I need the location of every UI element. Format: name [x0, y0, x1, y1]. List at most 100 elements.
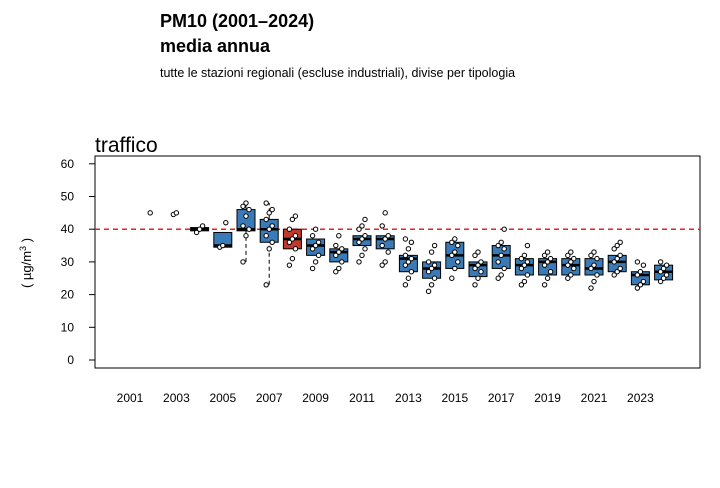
- x-tick-label: 2003: [163, 391, 190, 405]
- x-tick-label: 2009: [302, 391, 329, 405]
- data-point: [356, 259, 362, 265]
- data-point: [315, 239, 322, 245]
- data-point: [356, 239, 362, 245]
- data-point: [640, 278, 647, 285]
- data-point: [333, 269, 339, 275]
- x-tick-label: 2021: [581, 391, 608, 405]
- data-point: [518, 265, 525, 272]
- data-point: [382, 259, 388, 265]
- data-point: [495, 259, 501, 265]
- data-point: [518, 282, 525, 288]
- data-point: [173, 210, 180, 216]
- x-tick-label: 2017: [488, 391, 515, 405]
- data-point: [312, 259, 319, 265]
- data-point: [544, 275, 551, 281]
- y-tick-label: 30: [61, 255, 75, 269]
- data-point: [634, 285, 641, 291]
- data-point: [452, 236, 458, 242]
- data-point: [425, 259, 432, 265]
- data-point: [362, 246, 368, 252]
- data-point: [594, 255, 600, 262]
- data-point: [518, 255, 525, 262]
- data-point: [521, 252, 528, 259]
- data-point: [405, 246, 412, 252]
- data-point: [243, 200, 249, 206]
- chart-title-line1: PM10 (2001–2024): [160, 11, 315, 31]
- data-point: [475, 275, 481, 281]
- y-tick-label: 60: [61, 157, 75, 171]
- data-point: [362, 216, 368, 223]
- data-point: [428, 282, 435, 288]
- x-tick-label: 2023: [627, 391, 654, 405]
- data-point: [568, 272, 574, 278]
- y-tick-label: 50: [61, 190, 75, 204]
- data-point: [663, 262, 670, 268]
- chart-title-line2: media annua: [160, 36, 271, 56]
- data-point: [547, 269, 554, 275]
- data-point: [449, 275, 455, 281]
- data-point: [637, 269, 644, 275]
- data-point: [591, 278, 597, 285]
- data-point: [495, 275, 501, 281]
- data-point: [614, 255, 620, 262]
- data-point: [356, 226, 362, 232]
- data-point: [498, 272, 504, 278]
- data-point: [382, 236, 388, 242]
- data-point: [286, 226, 293, 232]
- data-point: [614, 269, 620, 275]
- data-point: [475, 262, 481, 268]
- data-point: [379, 223, 385, 229]
- data-point: [359, 236, 365, 242]
- data-point: [478, 269, 484, 275]
- data-point: [339, 246, 345, 252]
- data-point: [240, 259, 246, 265]
- data-point: [634, 272, 641, 278]
- data-point: [402, 236, 409, 242]
- data-point: [657, 259, 664, 265]
- data-point: [571, 255, 577, 262]
- data-point: [660, 275, 667, 281]
- x-tick-label: 2007: [256, 391, 283, 405]
- data-point: [292, 233, 299, 239]
- x-tick-label: 2015: [441, 391, 468, 405]
- data-point: [431, 262, 438, 268]
- data-point: [220, 242, 226, 249]
- data-point: [501, 246, 507, 252]
- data-point: [588, 252, 594, 259]
- data-point: [431, 275, 438, 281]
- data-point: [286, 262, 293, 268]
- data-point: [617, 265, 623, 272]
- data-point: [524, 242, 531, 249]
- data-point: [289, 236, 296, 242]
- data-point: [402, 252, 409, 259]
- data-point: [660, 265, 667, 272]
- data-point: [379, 262, 385, 268]
- data-point: [449, 239, 455, 245]
- chart-subtitle: tutte le stazioni regionali (escluse ind…: [160, 66, 516, 80]
- data-point: [591, 249, 597, 255]
- data-point: [544, 249, 551, 255]
- y-tick-label: 10: [61, 320, 75, 334]
- data-point: [521, 262, 528, 268]
- x-tick-label: 2005: [209, 391, 236, 405]
- data-point: [501, 226, 507, 232]
- data-point: [428, 249, 435, 255]
- data-point: [617, 252, 623, 259]
- y-tick-label: 20: [61, 288, 75, 302]
- data-point: [309, 265, 316, 272]
- y-axis-label: ( µg/m3 ): [18, 238, 34, 288]
- data-point: [339, 259, 345, 265]
- data-point: [405, 259, 412, 265]
- data-point: [336, 233, 342, 239]
- data-point: [547, 255, 554, 262]
- data-point: [402, 262, 409, 268]
- data-point: [196, 226, 203, 232]
- data-point: [382, 210, 388, 216]
- data-point: [541, 282, 548, 288]
- data-point: [289, 216, 296, 223]
- data-point: [289, 255, 296, 262]
- data-point: [405, 275, 412, 281]
- data-point: [614, 242, 620, 249]
- data-point: [591, 262, 597, 268]
